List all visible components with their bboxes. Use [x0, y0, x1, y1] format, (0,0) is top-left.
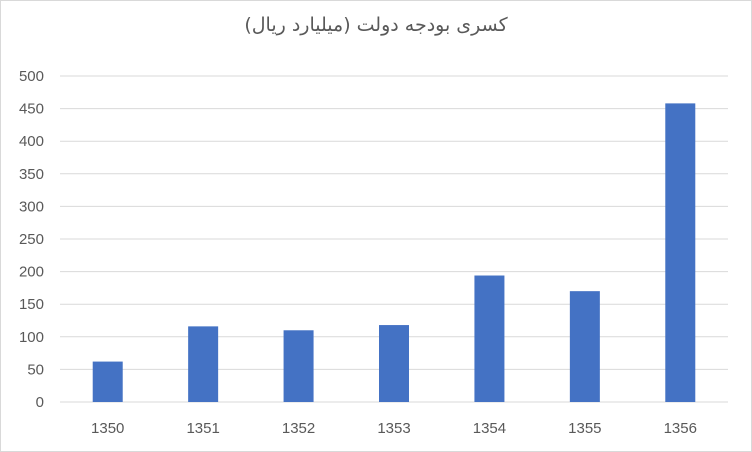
y-tick-label: 50: [27, 361, 44, 378]
y-tick-label: 300: [19, 198, 44, 215]
bar-1355: [569, 291, 600, 402]
y-tick-label: 450: [19, 101, 44, 118]
x-tick-label: 1356: [664, 420, 697, 437]
x-tick-label: 1354: [473, 420, 506, 437]
x-tick-label: 1350: [91, 420, 124, 437]
y-tick-label: 100: [19, 329, 44, 346]
y-tick-label: 0: [36, 394, 44, 411]
y-tick-label: 400: [19, 133, 44, 150]
y-tick-label: 350: [19, 166, 44, 183]
x-tick-label: 1353: [377, 420, 410, 437]
y-tick-label: 200: [19, 264, 44, 281]
y-tick-label: 500: [19, 68, 44, 85]
bar-1354: [474, 275, 505, 402]
x-tick-label: 1352: [282, 420, 315, 437]
bar-1350: [92, 361, 123, 402]
y-tick-label: 250: [19, 231, 44, 248]
bar-1351: [188, 326, 219, 402]
y-tick-label: 150: [19, 296, 44, 313]
chart-title: کسری بودجه دولت (میلیارد ریال): [244, 14, 508, 36]
bar-1356: [665, 103, 696, 402]
x-tick-label: 1355: [568, 420, 601, 437]
bar-1352: [283, 330, 314, 402]
bar-1353: [379, 325, 409, 402]
x-tick-label: 1351: [186, 420, 219, 437]
